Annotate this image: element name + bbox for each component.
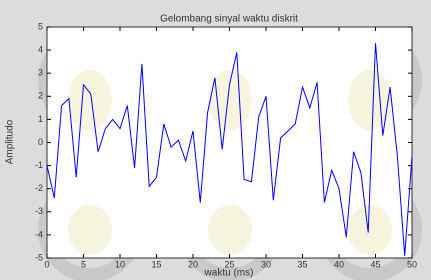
x-tick-label: 30 [261, 259, 271, 269]
y-tick-label: 5 [38, 21, 43, 31]
x-tick-label: 0 [44, 259, 49, 269]
y-tick-label: 0 [38, 137, 43, 147]
y-tick-label: -3 [35, 206, 43, 216]
y-tick-label: -1 [35, 160, 43, 170]
y-tick-label: 2 [38, 91, 43, 101]
y-tick-label: 3 [38, 68, 43, 78]
y-tick-label: 4 [38, 44, 43, 54]
y-tick-label: 1 [38, 114, 43, 124]
x-tick-label: 45 [370, 259, 380, 269]
y-tick-label: -2 [35, 183, 43, 193]
x-tick-label: 50 [407, 259, 417, 269]
y-tick-label: -4 [35, 229, 43, 239]
chart-title: Gelombang sinyal waktu diskrit [160, 14, 298, 25]
x-tick-label: 25 [224, 259, 234, 269]
y-axis-label: Amplitudo [5, 119, 16, 164]
x-tick-label: 10 [115, 259, 125, 269]
x-tick-label: 20 [188, 259, 198, 269]
x-tick-label: 15 [151, 259, 161, 269]
y-tick-label: -5 [35, 252, 43, 262]
x-tick-label: 5 [81, 259, 86, 269]
chart: Gelombang sinyal waktu diskrit waktu (ms… [0, 0, 431, 280]
x-tick-label: 40 [334, 259, 344, 269]
x-tick-label: 35 [297, 259, 307, 269]
page: Gelombang sinyal waktu diskrit waktu (ms… [0, 0, 431, 280]
